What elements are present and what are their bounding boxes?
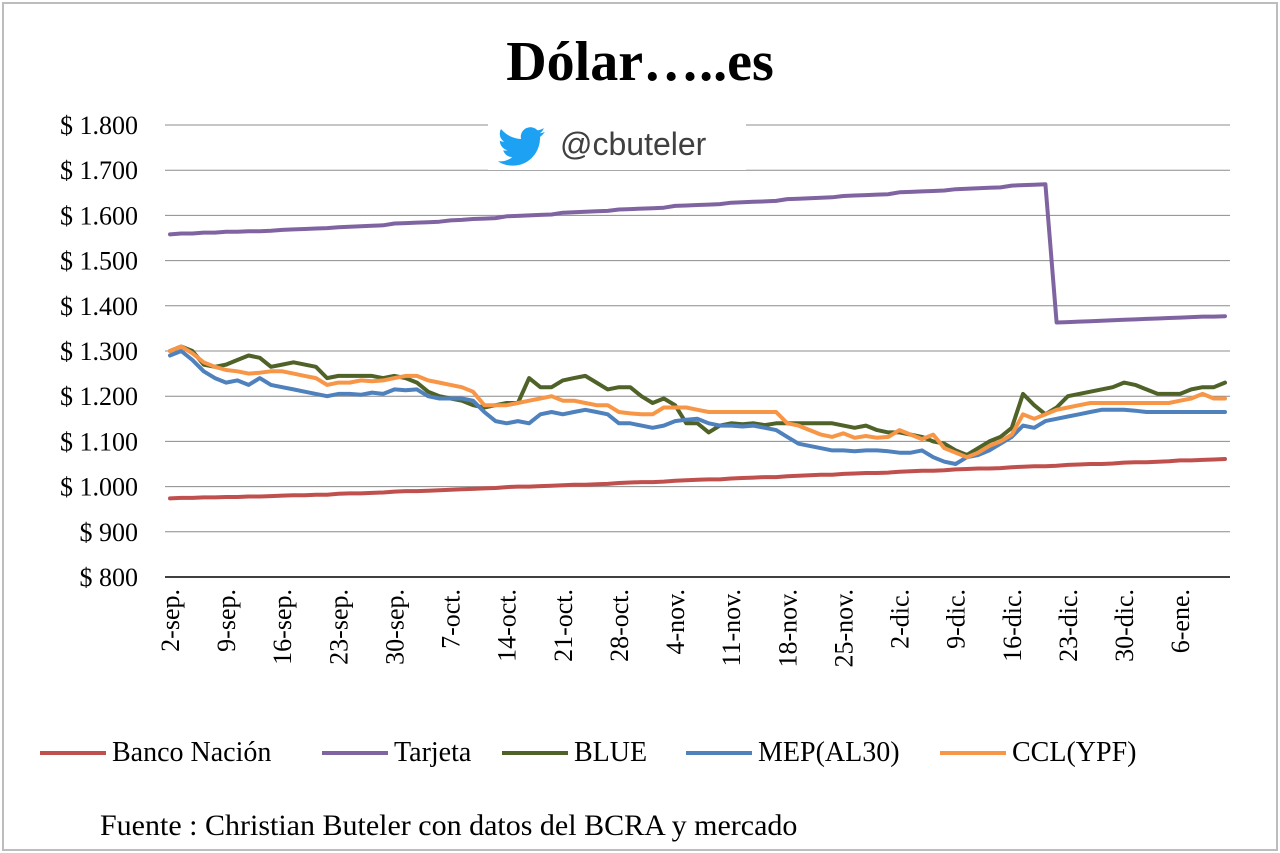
series-line-tarjeta [168, 182, 1227, 325]
x-tick-label: 28-oct. [605, 589, 634, 662]
legend-item: CCL(YPF) [940, 733, 1136, 773]
x-tick-label: 6-ene. [1166, 589, 1195, 653]
y-tick-label: $ 1.200 [60, 382, 138, 411]
x-tick-label: 4-nov. [661, 589, 690, 654]
x-axis-labels: 2-sep. 9-sep. 16-sep. 23-sep. 30-sep. 7-oct. 1… [156, 589, 1195, 667]
y-tick-label: $ 800 [80, 563, 139, 592]
x-tick-label: 25-nov. [829, 589, 858, 667]
y-tick-label: $ 1.500 [60, 247, 138, 276]
source-note: Fuente : Christian Buteler con datos del… [100, 809, 798, 842]
x-tick-label: 21-oct. [549, 589, 578, 662]
x-tick-label: 9-dic. [942, 589, 971, 649]
series-line-banco-naci-n [168, 457, 1227, 501]
x-tick-label: 2-dic. [886, 589, 915, 649]
twitter-watermark: @cbuteler [488, 118, 746, 170]
chart-title: Dólar…..es [506, 31, 774, 93]
y-tick-label: $ 1.400 [60, 292, 138, 321]
x-tick-label: 30-sep. [380, 589, 409, 665]
series-line-ccl-ypf [168, 344, 1227, 460]
x-tick-label: 23-dic. [1054, 589, 1083, 662]
y-tick-label: $ 1.000 [60, 473, 138, 502]
legend-label: MEP(AL30) [758, 737, 900, 768]
twitter-handle: @cbuteler [560, 126, 707, 162]
x-tick-label: 16-dic. [998, 589, 1027, 662]
twitter-bird-icon [498, 127, 546, 166]
x-tick-label: 11-nov. [717, 589, 746, 667]
legend-item: BLUE [502, 733, 647, 773]
x-tick-label: 30-dic. [1110, 589, 1139, 662]
y-tick-label: $ 900 [80, 518, 139, 547]
chart-legend: Banco Nación Tarjeta BLUE MEP(AL30) CCL(YPF) [0, 733, 1280, 773]
y-tick-label: $ 1.100 [60, 427, 138, 456]
y-tick-label: $ 1.600 [60, 201, 138, 230]
y-tick-label: $ 1.800 [60, 111, 138, 140]
series-line-mep-al30 [168, 349, 1227, 466]
legend-item: MEP(AL30) [686, 733, 900, 773]
legend-swatch [686, 751, 752, 755]
series-lines [168, 182, 1227, 501]
y-tick-label: $ 1.700 [60, 156, 138, 185]
x-tick-label: 16-sep. [268, 589, 297, 665]
legend-swatch [40, 751, 106, 755]
legend-label: BLUE [574, 737, 648, 768]
x-tick-label: 23-sep. [324, 589, 353, 665]
x-tick-label: 14-oct. [493, 589, 522, 662]
x-tick-label: 7-oct. [437, 589, 466, 649]
legend-swatch [322, 751, 388, 755]
gridlines [165, 124, 1230, 578]
x-tick-label: 2-sep. [156, 589, 185, 652]
legend-item: Banco Nación [40, 733, 271, 773]
x-tick-label: 9-sep. [212, 589, 241, 652]
y-axis-labels: $ 800 $ 900 $ 1.000 $ 1.100 $ 1.200 $ 1.300 $ … [60, 111, 138, 592]
legend-item: Tarjeta [322, 733, 471, 773]
series-line-blue [168, 344, 1227, 457]
legend-label: Tarjeta [394, 737, 472, 768]
legend-swatch [940, 751, 1006, 755]
y-tick-label: $ 1.300 [60, 337, 138, 366]
legend-label: CCL(YPF) [1012, 737, 1137, 768]
legend-label: Banco Nación [112, 737, 272, 768]
x-tick-label: 18-nov. [773, 589, 802, 667]
legend-swatch [502, 751, 568, 755]
